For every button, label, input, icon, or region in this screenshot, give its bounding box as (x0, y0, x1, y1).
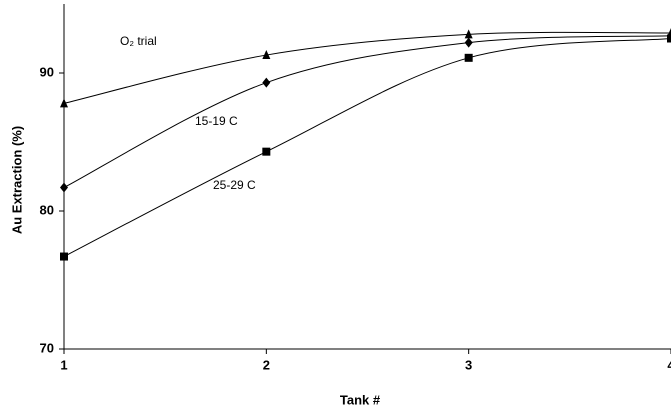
series-label: 25-29 C (213, 178, 256, 192)
y-tick-label: 70 (40, 340, 54, 355)
marker (60, 98, 68, 108)
x-tick-label: 3 (465, 357, 472, 372)
marker (262, 50, 271, 60)
x-axis-title: Tank # (340, 392, 381, 407)
marker (60, 182, 68, 193)
series-label: 15-19 C (195, 114, 238, 128)
x-tick-label: 1 (60, 357, 67, 372)
series-label: O₂ trial (120, 34, 157, 48)
y-tick-label: 80 (40, 202, 54, 217)
marker (262, 77, 271, 88)
series-line (63, 31, 671, 104)
y-tick-label: 90 (40, 64, 54, 79)
x-tick-label: 4 (667, 357, 671, 372)
marker (60, 252, 68, 261)
marker (464, 29, 473, 39)
y-axis-title: Au Extraction (%) (9, 126, 24, 234)
marker (464, 53, 473, 62)
marker (262, 147, 271, 156)
marker (667, 34, 671, 43)
x-tick-label: 2 (263, 357, 270, 372)
series-line (63, 38, 671, 257)
series-line (63, 35, 671, 188)
marker (464, 37, 473, 48)
